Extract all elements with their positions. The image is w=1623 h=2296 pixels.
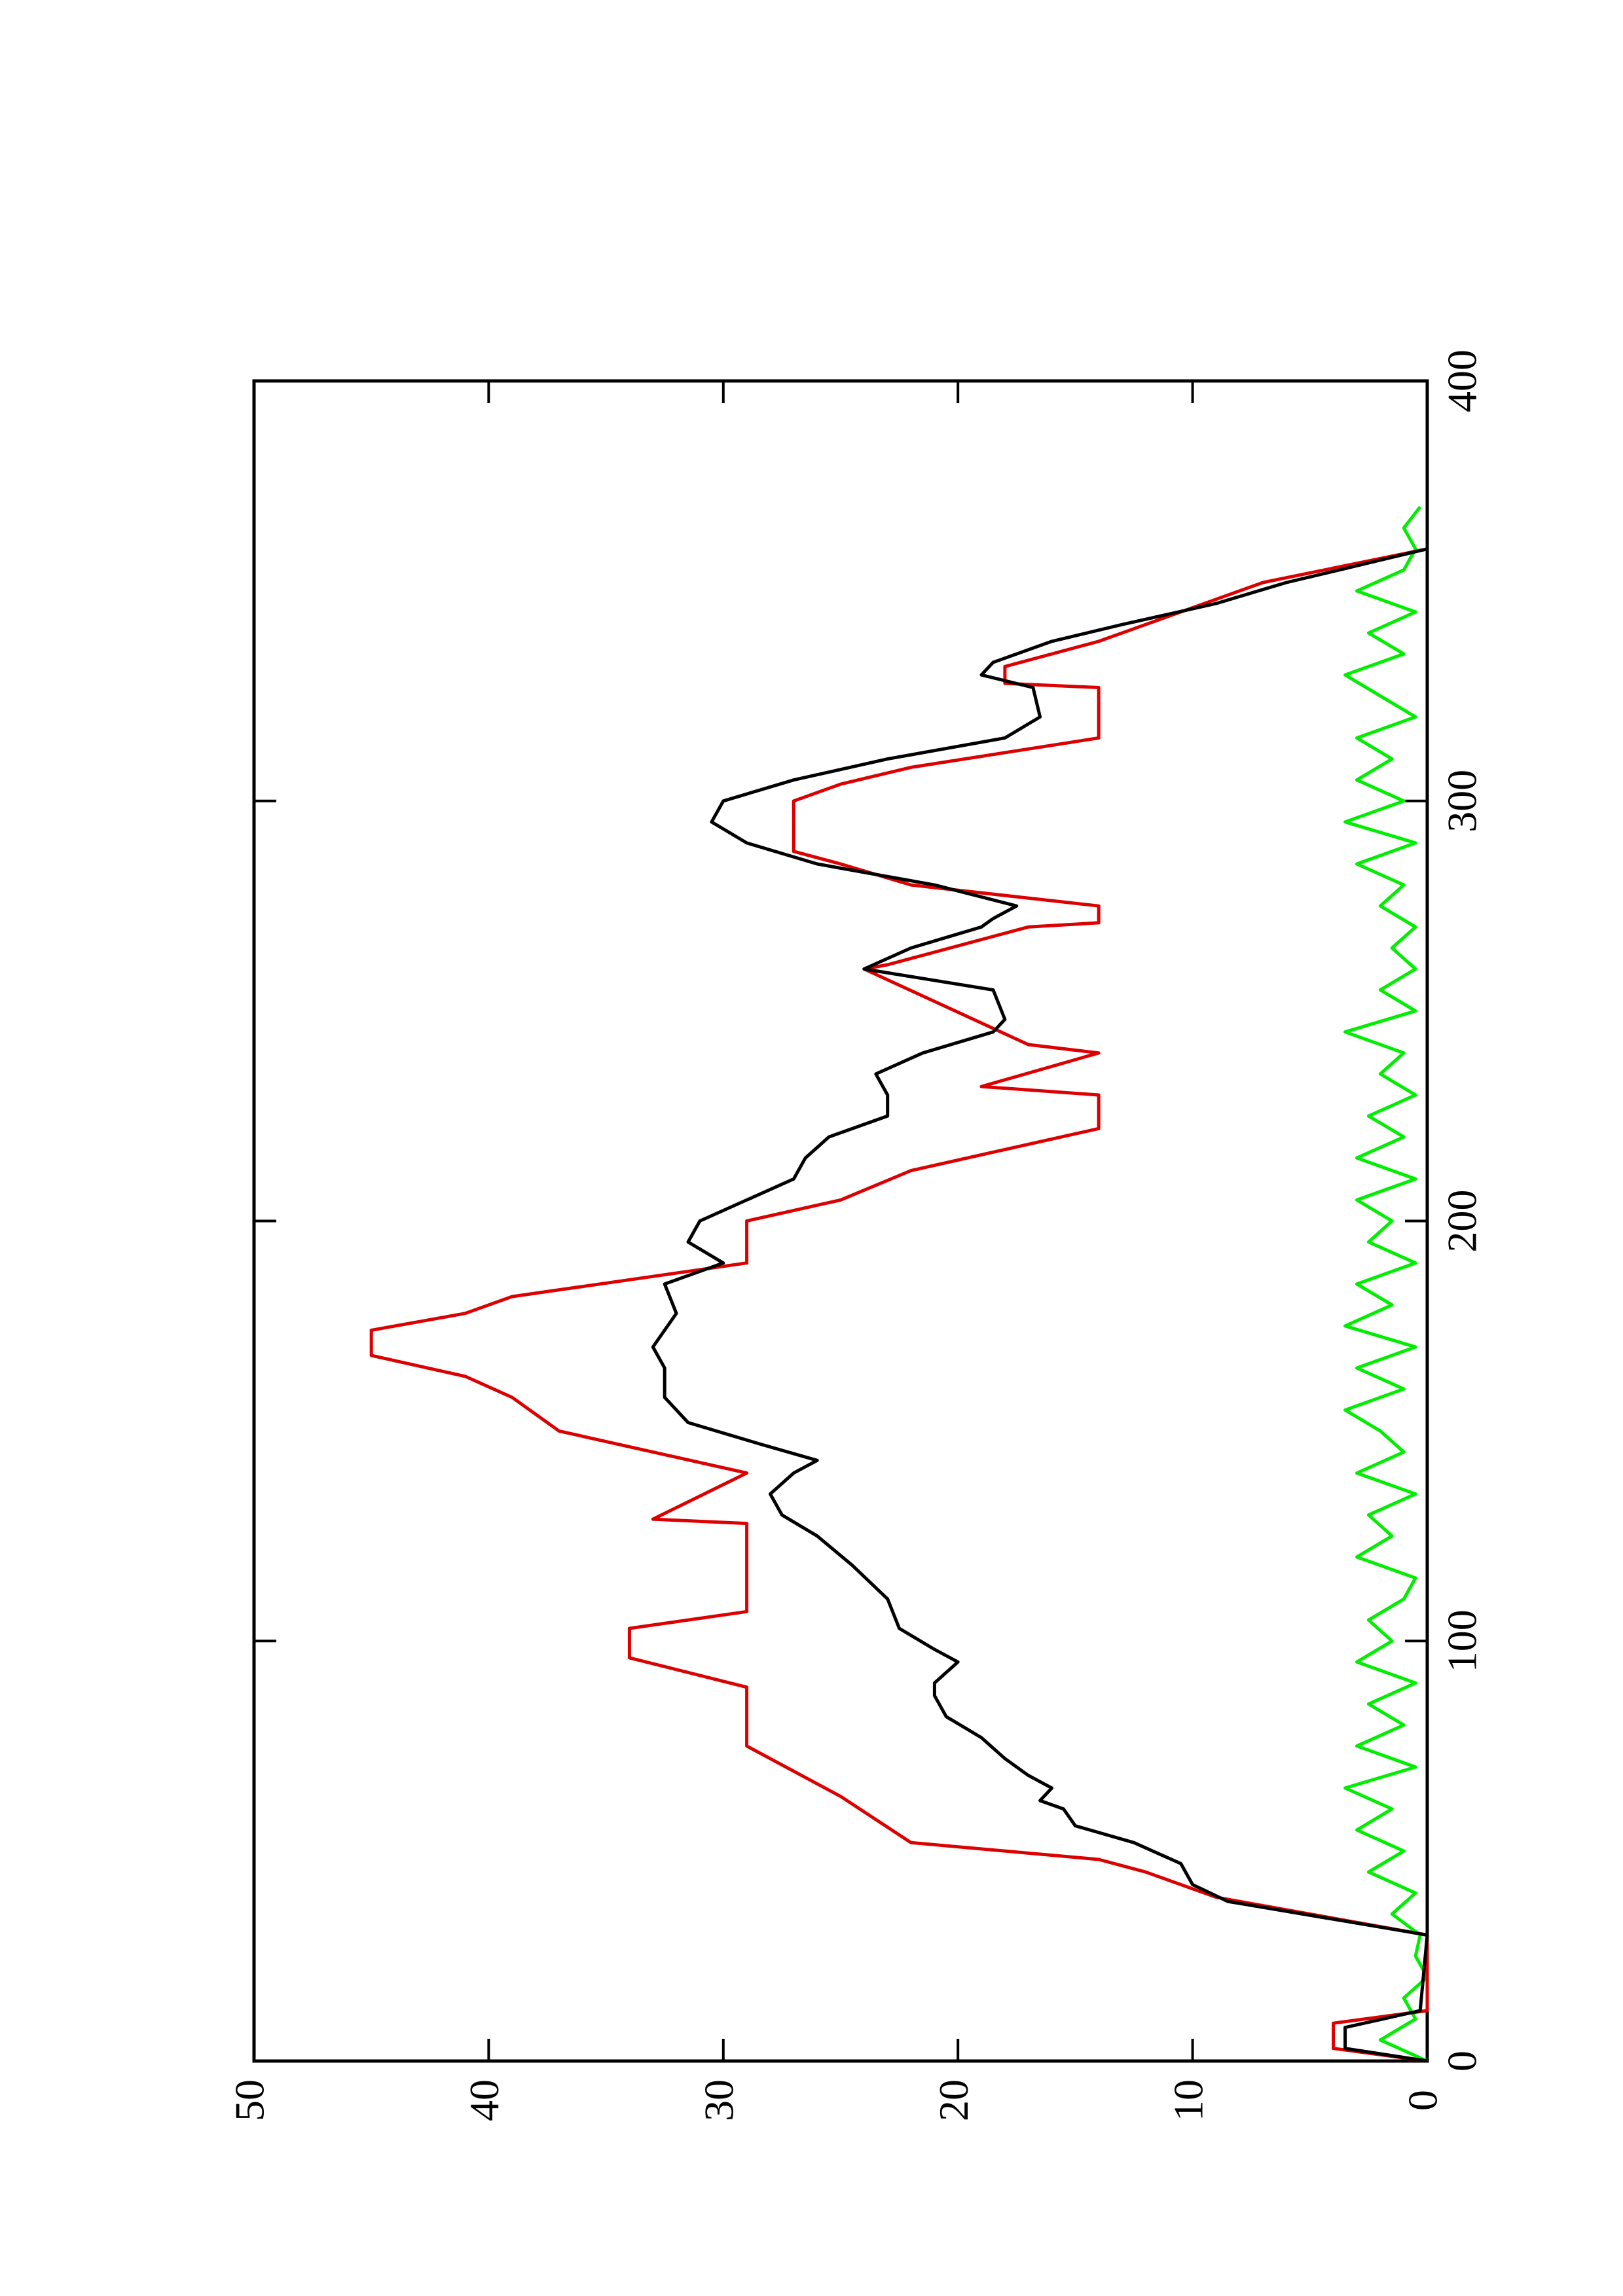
series-line [651, 547, 1429, 2063]
x-tick-label: 400 [1439, 350, 1486, 412]
x-tick-label: 300 [1439, 770, 1486, 833]
x-tick-label: 200 [1439, 1190, 1486, 1253]
series-line [1343, 505, 1429, 2063]
series-line [369, 547, 1429, 2063]
y-tick-label: 0 [1400, 2090, 1446, 2111]
x-tick-label: 0 [1439, 2051, 1486, 2072]
y-tick-label: 50 [227, 2079, 273, 2121]
y-tick-label: 40 [461, 2079, 507, 2121]
y-tick-label: 20 [930, 2079, 977, 2121]
x-tick-label: 100 [1439, 1609, 1486, 1672]
y-tick-label: 30 [695, 2079, 742, 2121]
plot-frame [252, 379, 1429, 2063]
y-tick-label: 10 [1165, 2079, 1211, 2121]
